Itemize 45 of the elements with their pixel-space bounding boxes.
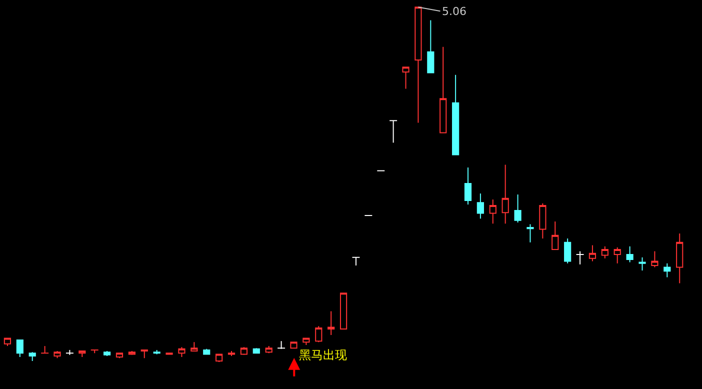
candlestick bbox=[402, 66, 410, 90]
candlestick bbox=[464, 167, 472, 205]
candlestick bbox=[651, 250, 658, 268]
candlestick bbox=[539, 202, 546, 240]
candlestick bbox=[78, 350, 86, 358]
candlestick bbox=[414, 6, 422, 124]
annotation: 5.06 bbox=[442, 5, 466, 18]
candlestick bbox=[552, 220, 559, 250]
candlestick bbox=[440, 46, 447, 134]
candlestick bbox=[290, 342, 298, 349]
candlestick bbox=[315, 326, 322, 343]
candlestick bbox=[340, 292, 348, 330]
candlestick bbox=[228, 350, 236, 356]
candlestick bbox=[502, 164, 509, 224]
candlestick bbox=[626, 246, 634, 263]
candlestick bbox=[601, 246, 608, 259]
candlestick bbox=[489, 198, 496, 224]
candlestick bbox=[614, 246, 621, 264]
candlestick bbox=[638, 256, 646, 271]
candlestick bbox=[328, 310, 335, 336]
candlestick bbox=[564, 238, 572, 264]
candlestick bbox=[178, 346, 186, 358]
candlestick bbox=[240, 346, 248, 356]
candlestick bbox=[265, 346, 272, 354]
candlestick bbox=[28, 352, 36, 362]
candlestick bbox=[664, 262, 671, 278]
candlestick bbox=[54, 350, 61, 359]
candlestick bbox=[103, 350, 111, 356]
candlestick bbox=[452, 74, 460, 156]
candlestick bbox=[277, 340, 286, 349]
candlestick bbox=[4, 338, 12, 347]
candlestick bbox=[16, 340, 24, 358]
candlestick bbox=[65, 349, 74, 356]
candlestick bbox=[476, 192, 484, 220]
candlestick bbox=[676, 233, 684, 284]
candlestick bbox=[526, 224, 534, 243]
candlestick bbox=[190, 342, 198, 352]
candlestick bbox=[140, 349, 148, 359]
candlestick bbox=[576, 250, 584, 265]
candlestick bbox=[588, 244, 596, 262]
candlestick bbox=[116, 352, 124, 359]
annotation: 黑马出现 bbox=[299, 348, 347, 362]
candlestick bbox=[427, 20, 434, 74]
candlestick bbox=[514, 194, 522, 224]
candlestick bbox=[216, 354, 223, 363]
